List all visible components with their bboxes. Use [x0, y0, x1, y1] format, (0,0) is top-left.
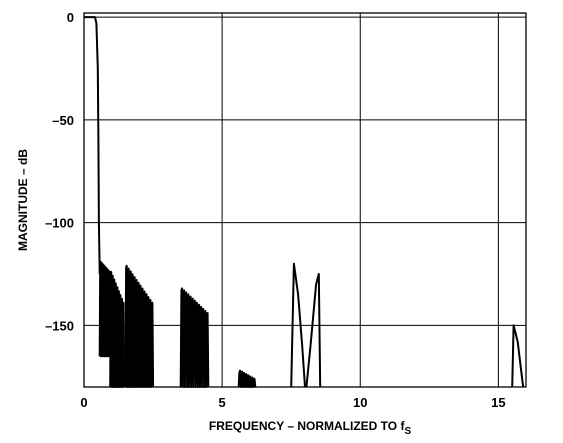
x-tick-labels: 0 5 10 15 [80, 395, 505, 410]
x-tick-label-3: 15 [491, 395, 505, 410]
x-tick-label-1: 5 [219, 395, 226, 410]
response-curves [84, 16, 525, 388]
y-tick-label-3: –150 [45, 318, 74, 333]
x-axis-title: FREQUENCY – NORMALIZED TO fS [209, 419, 412, 437]
x-tick-label-0: 0 [80, 395, 87, 410]
passband-and-transition-curve [84, 16, 101, 275]
y-tick-label-0: 0 [67, 10, 74, 25]
image-lobe-2 [511, 324, 525, 388]
x-tick-label-2: 10 [353, 395, 367, 410]
y-axis-title: MAGNITUDE – dB [16, 149, 30, 251]
y-tick-labels: 0 –50 –100 –150 [45, 10, 74, 333]
y-tick-label-1: –50 [52, 113, 74, 128]
image-lobe-1 [305, 273, 322, 388]
x-axis-title-main: FREQUENCY – NORMALIZED TO f [209, 419, 406, 433]
image-lobe-0 [290, 262, 306, 388]
y-tick-label-2: –100 [45, 216, 74, 231]
sidelobe-cluster-1 [109, 270, 126, 388]
x-axis-title-subscript: S [404, 426, 411, 437]
sidelobe-cluster-2 [124, 264, 155, 388]
grid-lines [84, 13, 526, 387]
sidelobe-cluster-3 [179, 287, 210, 388]
sidelobe-cluster-4 [237, 369, 257, 388]
sidelobe-cluster-0 [98, 260, 112, 358]
